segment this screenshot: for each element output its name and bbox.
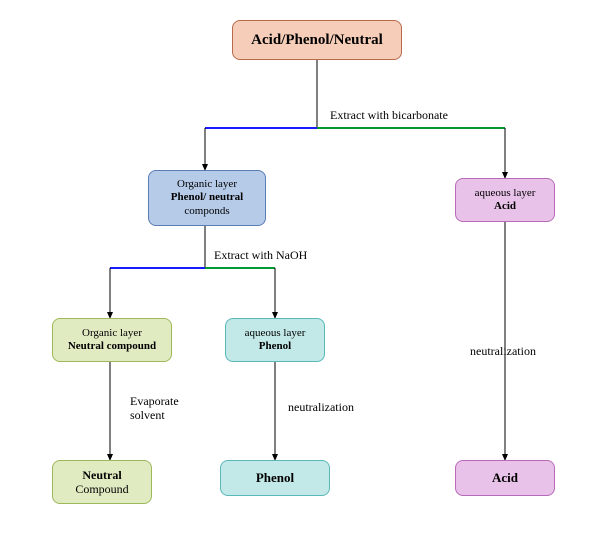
- node-text-line: Organic layer: [57, 327, 167, 340]
- label-evap-1: Evaporate: [130, 394, 179, 409]
- node-text-line: Compound: [57, 482, 147, 496]
- node-aq-acid: aqueous layerAcid: [455, 178, 555, 222]
- node-text-line: Phenol: [225, 470, 325, 486]
- node-text-line: Neutral compound: [57, 340, 167, 353]
- node-org-neutral: Organic layerNeutral compound: [52, 318, 172, 362]
- node-text-line: componds: [153, 205, 261, 218]
- label-neutr-phenol: neutralization: [288, 400, 354, 415]
- label-extract-bicarb: Extract with bicarbonate: [330, 108, 448, 123]
- node-text-line: Phenol/ neutral: [153, 191, 261, 204]
- node-neutral-final: NeutralCompound: [52, 460, 152, 504]
- label-extract-naoh: Extract with NaOH: [214, 248, 307, 263]
- node-acid-final: Acid: [455, 460, 555, 496]
- node-text-line: Phenol: [230, 340, 320, 353]
- node-aq-phenol: aqueous layerPhenol: [225, 318, 325, 362]
- label-evap-2: solvent: [130, 408, 165, 423]
- node-text-line: aqueous layer: [460, 187, 550, 200]
- node-text-line: Acid: [460, 200, 550, 213]
- node-text-line: Organic layer: [153, 178, 261, 191]
- node-text-line: Acid/Phenol/Neutral: [237, 31, 397, 49]
- node-root: Acid/Phenol/Neutral: [232, 20, 402, 60]
- node-text-line: Neutral: [57, 468, 147, 482]
- flow-connectors: [0, 0, 605, 534]
- node-org-phenol-neutral: Organic layerPhenol/ neutralcomponds: [148, 170, 266, 226]
- node-text-line: Acid: [460, 470, 550, 486]
- label-neutr-acid: neutralization: [470, 344, 536, 359]
- node-phenol-final: Phenol: [220, 460, 330, 496]
- node-text-line: aqueous layer: [230, 327, 320, 340]
